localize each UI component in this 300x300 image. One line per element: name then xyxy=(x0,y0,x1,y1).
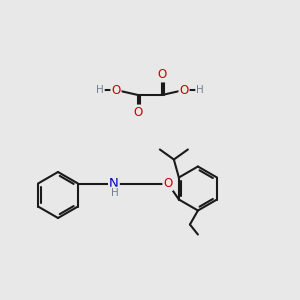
Text: H: H xyxy=(111,188,119,197)
Text: O: O xyxy=(163,177,172,190)
Text: N: N xyxy=(109,177,119,190)
Text: O: O xyxy=(158,68,166,82)
Text: H: H xyxy=(96,85,104,95)
Text: O: O xyxy=(111,83,121,97)
Text: H: H xyxy=(196,85,204,95)
Text: O: O xyxy=(134,106,142,118)
Text: O: O xyxy=(179,83,189,97)
